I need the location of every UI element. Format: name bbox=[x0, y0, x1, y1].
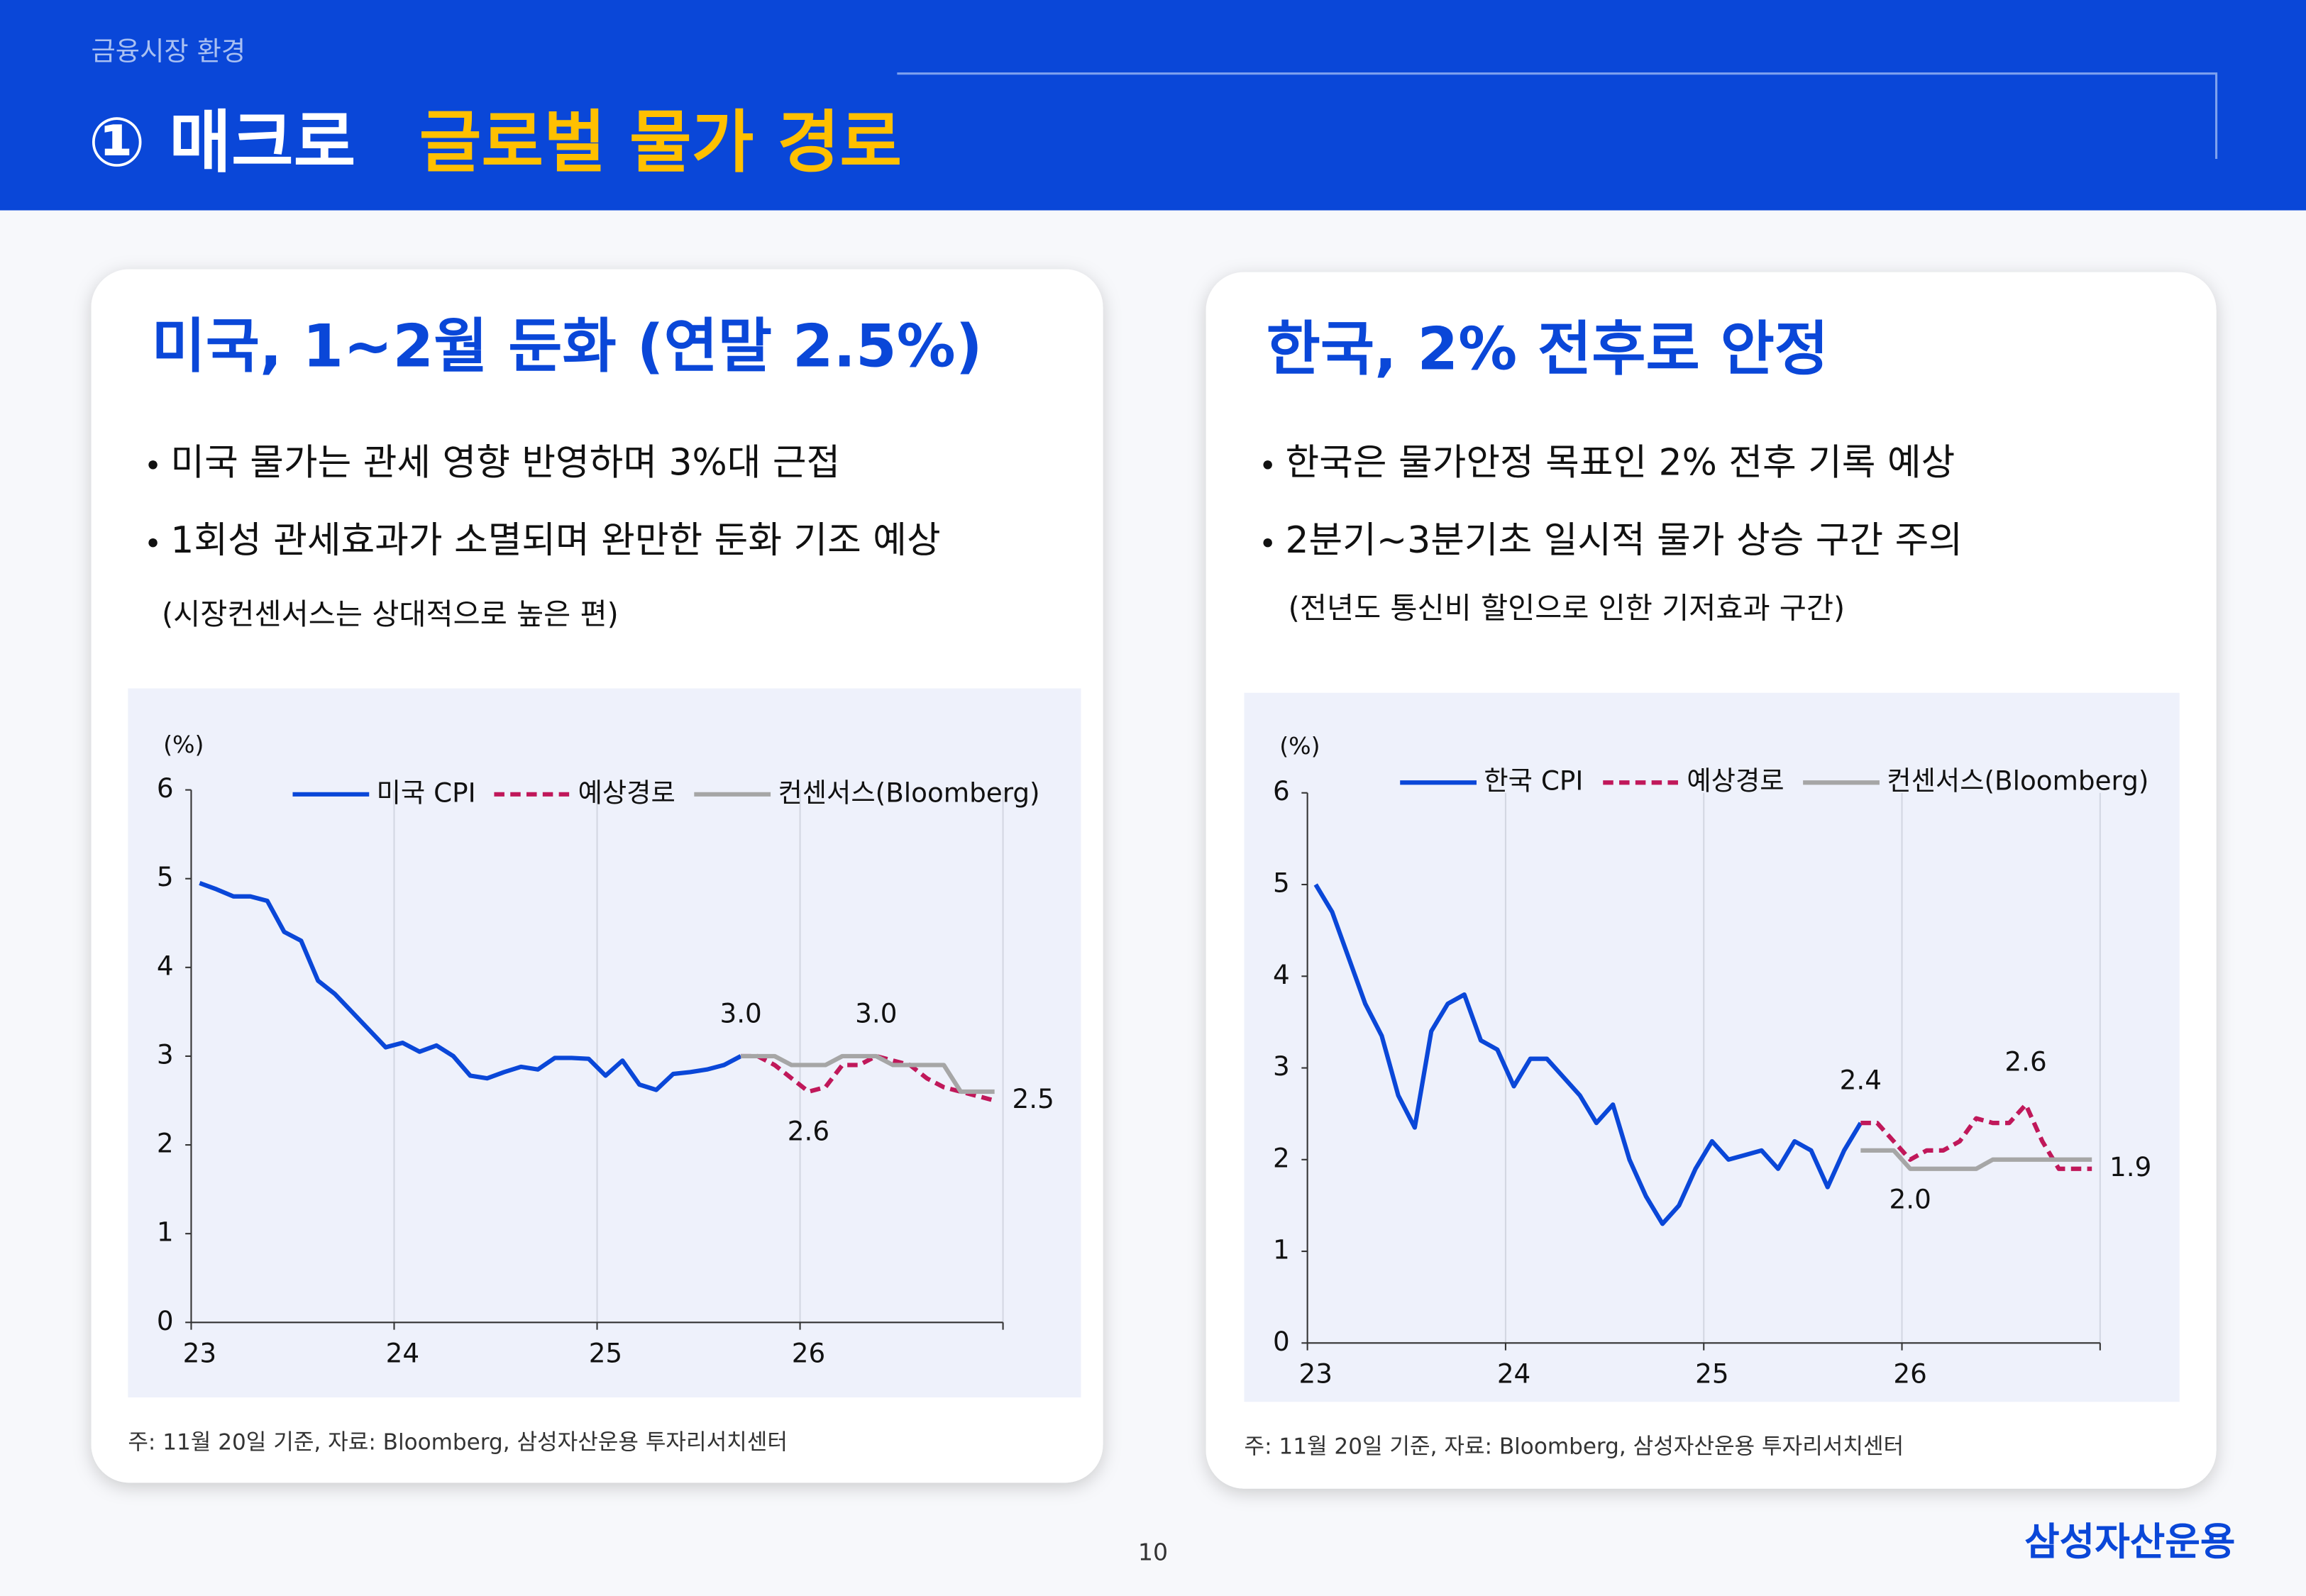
bullet-text: 2분기~3분기초 일시적 물가 상승 구간 주의 bbox=[1286, 519, 1963, 562]
bullet-text: 미국 물가는 관세 영향 반영하며 3%대 근접 bbox=[170, 441, 840, 484]
y-tick-label: 6 bbox=[157, 772, 174, 804]
legend-label: 미국 CPI bbox=[377, 777, 476, 808]
series-line bbox=[741, 1053, 995, 1095]
series-line bbox=[1313, 883, 1863, 1226]
series-line bbox=[1860, 1148, 2092, 1171]
bullet-note: (시장컨센서스는 상대적으로 높은 편) bbox=[162, 597, 619, 631]
y-tick-label: 5 bbox=[1273, 867, 1290, 898]
y-tick-label: 2 bbox=[157, 1128, 174, 1159]
bullet-text: 1회성 관세효과가 소멸되며 완만한 둔화 기조 예상 bbox=[170, 519, 940, 562]
bullet-dot bbox=[148, 460, 158, 470]
y-axis-unit: (%) bbox=[163, 731, 204, 758]
series-line bbox=[741, 1053, 995, 1103]
page-title: ① 매크로 bbox=[88, 104, 355, 182]
legend-label: 예상경로 bbox=[1687, 765, 1784, 797]
x-tick-label: 23 bbox=[1299, 1358, 1333, 1389]
data-label: 3.0 bbox=[855, 997, 897, 1029]
data-label: 2.6 bbox=[788, 1116, 829, 1147]
data-label: 3.0 bbox=[719, 997, 761, 1029]
x-tick-label: 26 bbox=[1893, 1358, 1926, 1389]
bullet-dot bbox=[148, 538, 158, 548]
data-label: 2.5 bbox=[1013, 1083, 1054, 1114]
legend-label: 예상경로 bbox=[578, 777, 675, 808]
header-bar bbox=[0, 0, 2306, 211]
y-tick-label: 4 bbox=[157, 950, 174, 981]
bullet-text: 한국은 물가안정 목표인 2% 전후 기록 예상 bbox=[1286, 441, 1955, 484]
x-tick-label: 24 bbox=[1497, 1358, 1530, 1389]
y-tick-label: 5 bbox=[157, 861, 174, 892]
x-tick-label: 24 bbox=[386, 1337, 419, 1368]
legend-label: 컨센서스(Bloomberg) bbox=[1887, 765, 2148, 797]
y-tick-label: 1 bbox=[1273, 1234, 1290, 1265]
legend-label: 한국 CPI bbox=[1484, 765, 1583, 797]
plot-background bbox=[128, 688, 1081, 1398]
plot-background bbox=[1244, 692, 2180, 1402]
footnote: 주: 11월 20일 기준, 자료: Bloomberg, 삼성자산운용 투자리… bbox=[128, 1429, 788, 1455]
series-line bbox=[199, 881, 742, 1092]
bullet-note: (전년도 통신비 할인으로 인한 기저효과 구간) bbox=[1289, 592, 1846, 626]
section-label: 금융시장 환경 bbox=[92, 35, 246, 67]
y-tick-label: 0 bbox=[157, 1305, 174, 1336]
y-tick-label: 0 bbox=[1273, 1326, 1290, 1357]
data-label: 1.9 bbox=[2109, 1151, 2151, 1182]
footnote: 주: 11월 20일 기준, 자료: Bloomberg, 삼성자산운용 투자리… bbox=[1245, 1434, 1904, 1460]
logo: 삼성자산운용 bbox=[2024, 1519, 2235, 1564]
y-tick-label: 4 bbox=[1273, 959, 1290, 990]
x-tick-label: 25 bbox=[589, 1337, 622, 1368]
x-tick-label: 23 bbox=[183, 1337, 216, 1368]
data-label: 2.4 bbox=[1840, 1065, 1882, 1096]
page-title-highlight: 글로벌 물가 경로 bbox=[419, 104, 902, 182]
x-tick-label: 26 bbox=[792, 1337, 825, 1368]
header-rule bbox=[897, 72, 2218, 159]
y-axis-unit: (%) bbox=[1279, 732, 1320, 760]
data-label: 2.0 bbox=[1890, 1183, 1931, 1214]
y-tick-label: 3 bbox=[157, 1038, 174, 1070]
y-tick-label: 6 bbox=[1273, 775, 1290, 807]
x-tick-label: 25 bbox=[1695, 1358, 1728, 1389]
legend-label: 컨센서스(Bloomberg) bbox=[778, 777, 1039, 808]
bullet-dot bbox=[1263, 538, 1272, 548]
panel-heading: 미국, 1~2월 둔화 (연말 2.5%) bbox=[151, 311, 982, 380]
page-number: 10 bbox=[1138, 1538, 1168, 1565]
data-label: 2.6 bbox=[2004, 1046, 2046, 1077]
bullet-dot bbox=[1263, 460, 1272, 470]
y-tick-label: 1 bbox=[157, 1217, 174, 1248]
y-tick-label: 2 bbox=[1273, 1142, 1290, 1173]
panel-heading: 한국, 2% 전후로 안정 bbox=[1267, 315, 1829, 384]
y-tick-label: 3 bbox=[1273, 1051, 1290, 1082]
